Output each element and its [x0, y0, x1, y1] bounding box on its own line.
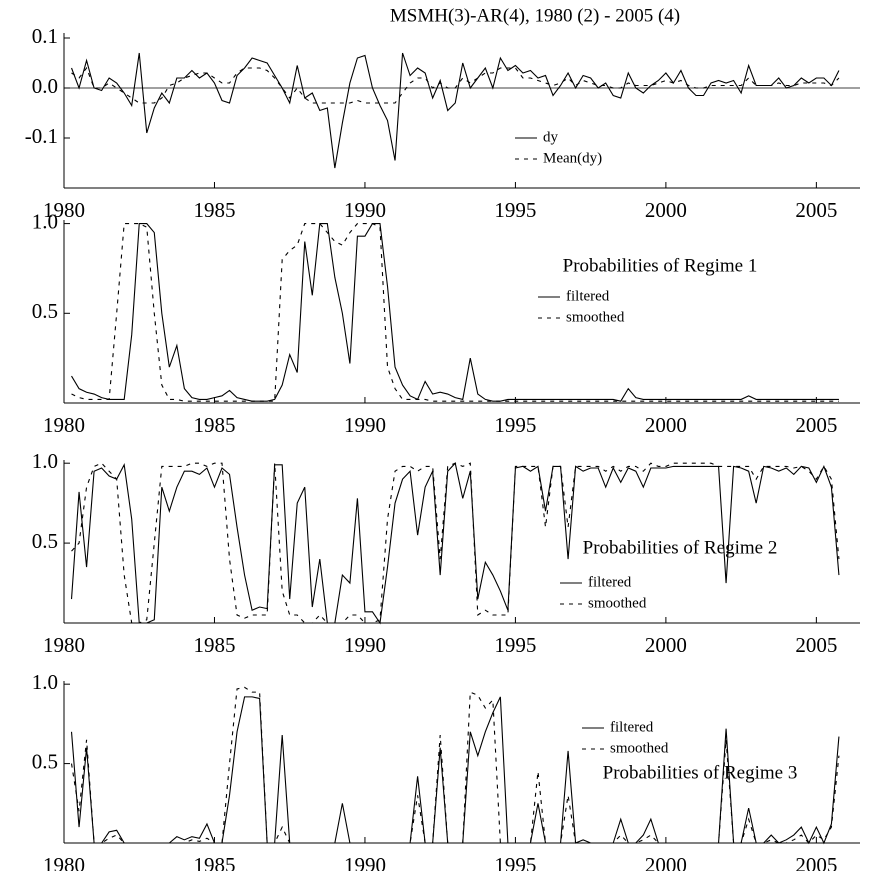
series-line: [70, 686, 840, 844]
x-tick-label: 2000: [645, 633, 687, 657]
legend-label: filtered: [588, 574, 632, 590]
x-tick-label: 1985: [193, 853, 235, 871]
x-tick-label: 1995: [494, 633, 536, 657]
y-tick-label: -0.1: [25, 124, 58, 148]
x-tick-label: 2005: [795, 198, 837, 222]
y-tick-label: 0.1: [32, 24, 58, 48]
chart-title: MSMH(3)-AR(4), 1980 (2) - 2005 (4): [390, 5, 680, 26]
chart-title: Probabilities of Regime 2: [583, 537, 778, 558]
y-tick-label: 0.0: [32, 74, 58, 98]
legend-label: dy: [543, 129, 559, 145]
series-line: [71, 223, 839, 402]
x-tick-label: 1985: [193, 198, 235, 222]
y-tick-label: 1.0: [32, 449, 58, 473]
series-line: [70, 696, 840, 845]
y-tick-label: 1.0: [32, 209, 58, 233]
x-tick-label: 1980: [43, 633, 85, 657]
x-tick-label: 1985: [193, 633, 235, 657]
legend-label: filtered: [610, 719, 654, 735]
chart-title: Probabilities of Regime 3: [603, 762, 798, 783]
legend-label: Mean(dy): [543, 150, 602, 166]
y-tick-label: 1.0: [32, 670, 58, 694]
x-tick-label: 2005: [795, 633, 837, 657]
legend-label: filtered: [566, 288, 610, 304]
x-tick-label: 1995: [494, 198, 536, 222]
y-tick-label: 0.5: [32, 529, 58, 553]
x-tick-label: 1980: [43, 198, 85, 222]
x-tick-label: 1995: [494, 853, 536, 871]
x-tick-label: 1990: [344, 853, 386, 871]
y-tick-label: 0.5: [32, 299, 58, 323]
series-line: [71, 223, 839, 402]
legend-label: smoothed: [588, 595, 647, 611]
x-tick-label: 2000: [645, 413, 687, 437]
x-tick-label: 1990: [344, 198, 386, 222]
series-line: [71, 462, 840, 624]
x-tick-label: 1980: [43, 413, 85, 437]
x-tick-label: 2000: [645, 198, 687, 222]
series-line: [70, 462, 840, 625]
y-tick-label: 0.5: [32, 749, 58, 773]
x-tick-label: 2000: [645, 853, 687, 871]
x-tick-label: 1980: [43, 853, 85, 871]
series-line: [71, 66, 840, 104]
legend-label: smoothed: [610, 740, 669, 756]
x-tick-label: 2005: [795, 853, 837, 871]
x-tick-label: 1990: [344, 413, 386, 437]
chart-title: Probabilities of Regime 1: [563, 255, 758, 276]
x-tick-label: 1985: [193, 413, 235, 437]
x-tick-label: 1995: [494, 413, 536, 437]
x-tick-label: 2005: [795, 413, 837, 437]
x-tick-label: 1990: [344, 633, 386, 657]
legend-label: smoothed: [566, 309, 625, 325]
series-line: [71, 52, 840, 169]
